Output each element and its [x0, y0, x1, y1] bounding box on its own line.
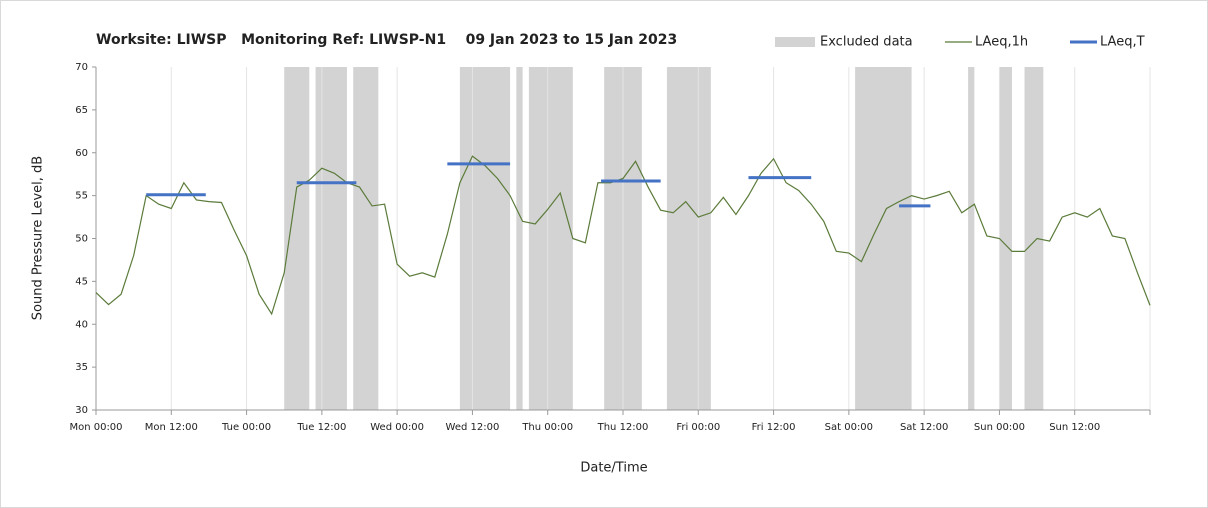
excluded-band — [855, 67, 912, 410]
y-axis-label: Sound Pressure Level, dB — [31, 156, 46, 320]
x-tick-label: Thu 12:00 — [597, 422, 649, 433]
legend-swatch — [775, 37, 815, 47]
y-tick-label: 30 — [75, 405, 88, 416]
excluded-band — [999, 67, 1012, 410]
x-tick-label: Thu 00:00 — [521, 422, 573, 433]
y-tick-label: 65 — [75, 105, 88, 116]
x-tick-label: Mon 12:00 — [145, 422, 198, 433]
x-tick-label: Sun 00:00 — [974, 422, 1025, 433]
y-tick-label: 40 — [75, 319, 88, 330]
y-tick-label: 60 — [75, 148, 88, 159]
y-tick-label: 70 — [75, 62, 88, 73]
excluded-band — [1024, 67, 1044, 410]
y-tick-label: 50 — [75, 234, 88, 245]
y-tick-label: 35 — [75, 362, 88, 373]
x-tick-label: Fri 12:00 — [752, 422, 796, 433]
legend-label: Excluded data — [820, 35, 913, 50]
x-tick-label: Wed 12:00 — [446, 422, 500, 433]
chart-title: Worksite: LIWSP Monitoring Ref: LIWSP-N1… — [96, 32, 677, 48]
x-tick-label: Mon 00:00 — [69, 422, 122, 433]
x-tick-label: Sat 12:00 — [900, 422, 948, 433]
excluded-band — [459, 67, 511, 410]
line-series — [95, 155, 1151, 316]
x-tick-label: Sun 12:00 — [1049, 422, 1100, 433]
x-tick-label: Sat 00:00 — [825, 422, 873, 433]
x-axis-label: Date/Time — [580, 461, 647, 476]
excluded-band — [315, 67, 347, 410]
excluded-band — [968, 67, 975, 410]
excluded-band — [516, 67, 523, 410]
y-tick-label: 45 — [75, 276, 88, 287]
excluded-band — [284, 67, 310, 410]
excluded-band — [666, 67, 711, 410]
excluded-band — [353, 67, 379, 410]
x-tick-label: Fri 00:00 — [676, 422, 720, 433]
excluded-band — [528, 67, 573, 410]
x-tick-label: Tue 00:00 — [221, 422, 271, 433]
legend-label: LAeq,1h — [975, 35, 1028, 50]
x-tick-label: Wed 00:00 — [370, 422, 424, 433]
x-tick-label: Tue 12:00 — [296, 422, 346, 433]
legend-label: LAeq,T — [1100, 35, 1145, 50]
y-tick-label: 55 — [75, 191, 88, 202]
